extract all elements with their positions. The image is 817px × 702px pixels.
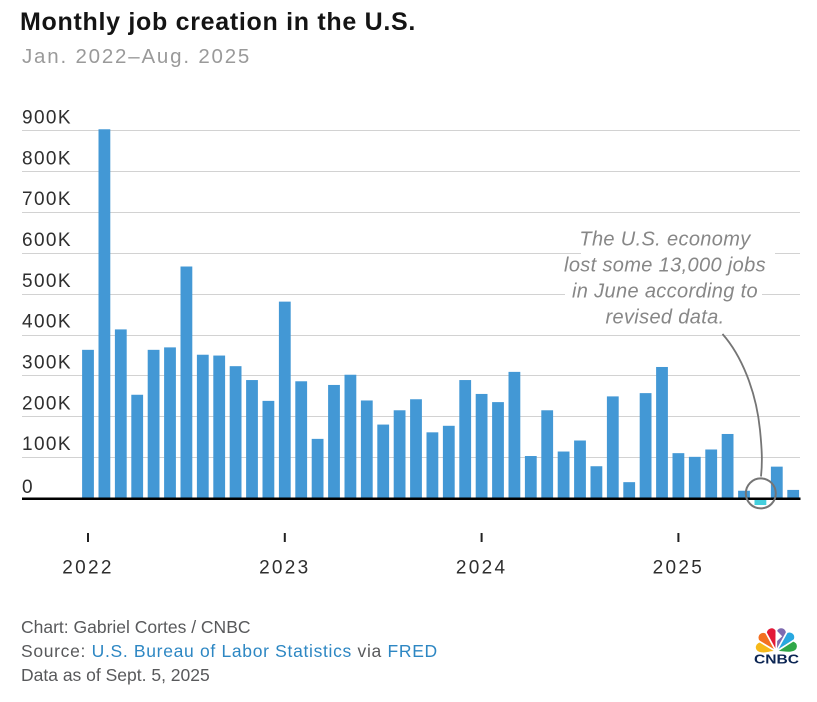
svg-text:500K: 500K [22, 271, 72, 292]
svg-text:CNBC: CNBC [754, 651, 800, 666]
svg-text:200K: 200K [22, 393, 72, 414]
svg-text:2023: 2023 [259, 558, 310, 579]
svg-text:revised data.: revised data. [605, 307, 724, 329]
svg-text:0: 0 [22, 477, 34, 498]
svg-text:600K: 600K [22, 230, 72, 251]
svg-text:300K: 300K [22, 352, 72, 373]
svg-text:2022: 2022 [62, 558, 113, 579]
svg-text:100K: 100K [22, 434, 72, 455]
svg-text:lost some 13,000 jobs: lost some 13,000 jobs [564, 255, 766, 277]
svg-text:in June according to: in June according to [572, 281, 758, 303]
svg-text:2025: 2025 [653, 558, 704, 579]
svg-text:400K: 400K [22, 312, 72, 333]
svg-text:2024: 2024 [456, 558, 507, 579]
svg-text:700K: 700K [22, 189, 72, 210]
svg-text:800K: 800K [22, 148, 72, 169]
svg-text:The U.S. economy: The U.S. economy [579, 229, 751, 251]
svg-text:900K: 900K [22, 107, 72, 128]
